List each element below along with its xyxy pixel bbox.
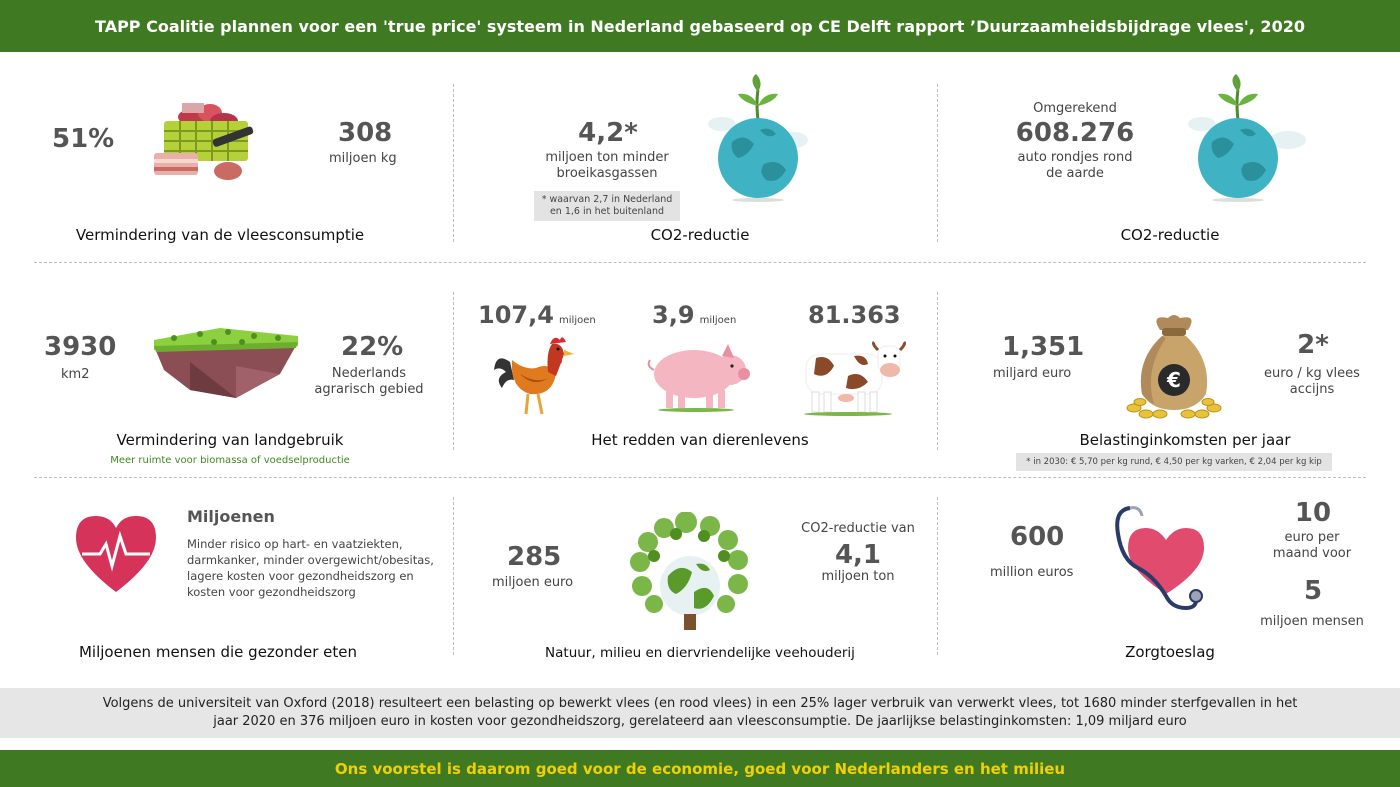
pig-unit: miljoen (699, 315, 737, 326)
tax-unit: miljard euro (993, 366, 1072, 381)
nature-co2-unit: miljoen ton (821, 569, 895, 584)
nature-unit: miljoen euro (492, 575, 574, 590)
row-divider (34, 477, 1366, 478)
chicken-stat: 107,4 miljoen (478, 301, 596, 329)
meat-unit: miljoen kg (329, 151, 397, 166)
pig-value: 3,9 (652, 301, 695, 329)
tax-rate-unit: euro / kg vlees accijns (1264, 366, 1360, 397)
nature-caption: Natuur, milieu en diervriendelijke veeho… (545, 645, 855, 661)
chicken-unit: miljoen (559, 315, 596, 326)
co2b-caption: CO2-reductie (1120, 226, 1220, 244)
pig-icon (644, 340, 750, 412)
chicken-icon (490, 332, 576, 418)
stethoscope-heart-icon (1110, 504, 1210, 616)
col-divider (937, 292, 938, 450)
land-note: Meer ruimte voor biomassa of voedselprod… (110, 455, 350, 466)
cow-value: 81.363 (808, 301, 901, 329)
care-value: 600 (1010, 522, 1065, 552)
oxford-note: Volgens de universiteit van Oxford (2018… (0, 688, 1400, 738)
care-per-text: euro per maand voor (1272, 530, 1352, 561)
meat-basket-icon (152, 95, 258, 183)
cow-icon (798, 340, 910, 416)
col-divider (453, 292, 454, 450)
care-people-text: miljoen mensen (1260, 614, 1364, 629)
row-divider (34, 262, 1366, 263)
land-percent: 22% (341, 332, 404, 362)
col-divider (453, 84, 454, 242)
col-divider (453, 497, 454, 655)
co2-text: miljoen ton minder broeikasgassen (545, 150, 669, 181)
money-bag-icon: € (1124, 310, 1224, 420)
nature-co2-value: 4,1 (834, 540, 882, 570)
land-value: 3930 (44, 332, 117, 362)
co2b-value: 608.276 (1015, 118, 1135, 148)
care-people-value: 5 (1303, 576, 1323, 606)
care-caption: Zorgtoeslag (1125, 643, 1215, 661)
euro-symbol: € (1166, 368, 1181, 392)
animals-caption: Het redden van dierenlevens (591, 431, 809, 449)
chicken-value: 107,4 (478, 301, 554, 329)
care-per-value: 10 (1294, 498, 1332, 528)
meat-percent: 51% (52, 124, 115, 154)
nature-value: 285 (507, 542, 562, 572)
land-caption: Vermindering van landgebruik (116, 431, 344, 449)
tax-rate: 2* (1297, 330, 1329, 360)
tax-caption: Belastinginkomsten per jaar (1079, 431, 1291, 449)
land-percent-text: Nederlands agrarisch gebied (314, 366, 424, 397)
earth-plant-icon (708, 72, 808, 202)
co2b-text: auto rondjes rond de aarde (1017, 150, 1133, 181)
col-divider (937, 84, 938, 242)
health-text: Minder risico op hart- en vaatziekten, d… (187, 537, 434, 599)
earth-plant-icon (1188, 72, 1308, 202)
meat-value: 308 (338, 118, 393, 148)
page-title: TAPP Coalitie plannen voor een 'true pri… (0, 0, 1400, 52)
heartbeat-icon (72, 514, 160, 594)
nature-co2-pre: CO2-reductie van (801, 521, 915, 536)
floating-island-icon (150, 322, 302, 398)
health-title: Miljoenen (187, 507, 275, 526)
co2-value: 4,2* (578, 118, 638, 148)
tax-value: 1,351 (1002, 332, 1085, 362)
co2-caption: CO2-reductie (650, 226, 750, 244)
health-caption: Miljoenen mensen die gezonder eten (78, 643, 358, 661)
tax-footnote: * in 2030: € 5,70 per kg rund, € 4,50 pe… (1016, 453, 1332, 471)
land-unit: km2 (61, 367, 90, 382)
pig-stat: 3,9 miljoen (652, 301, 736, 329)
care-unit: million euros (990, 565, 1074, 580)
co2-footnote: * waarvan 2,7 in Nederland en 1,6 in het… (534, 191, 680, 221)
green-earth-icon (620, 512, 760, 632)
footer-slogan: Ons voorstel is daarom goed voor de econ… (0, 750, 1400, 787)
co2b-pre: Omgerekend (1033, 101, 1117, 116)
col-divider (937, 497, 938, 655)
meat-caption: Vermindering van de vleesconsumptie (75, 226, 365, 244)
